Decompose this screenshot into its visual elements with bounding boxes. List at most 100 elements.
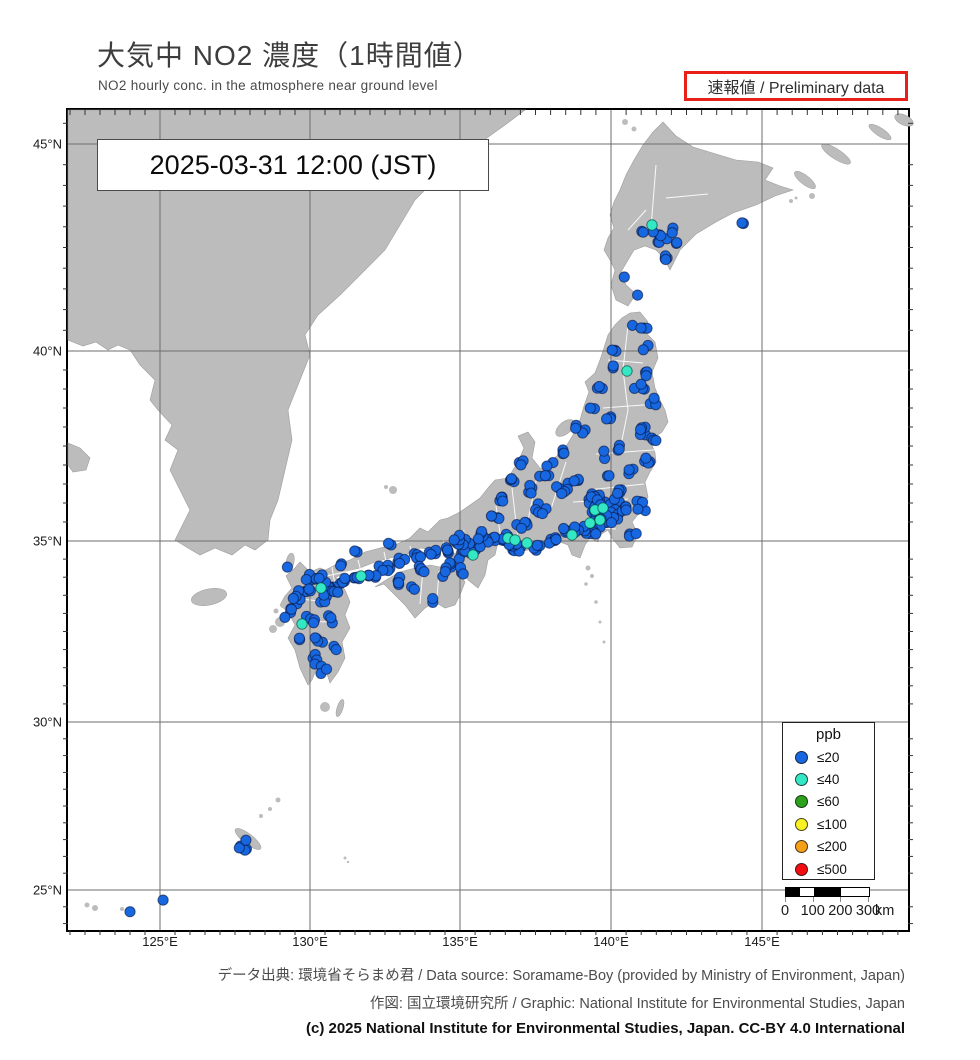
station-dot-le20 <box>441 544 454 556</box>
station-dot-le20 <box>332 586 344 598</box>
lat-tick-label: 30°N <box>32 714 62 730</box>
station-dot-le20 <box>660 253 672 266</box>
islet <box>590 574 594 578</box>
legend-entry-label: ≤60 <box>817 794 840 810</box>
station-dot-le20 <box>418 566 430 578</box>
station-dot-le20 <box>637 226 649 238</box>
station-dot-le40 <box>646 219 658 231</box>
islet <box>594 600 598 604</box>
legend-color-dot <box>795 862 808 876</box>
station-dot-le40 <box>355 570 367 582</box>
islet <box>794 196 798 200</box>
islet <box>268 807 272 811</box>
station-dot-le20 <box>541 460 553 472</box>
islet <box>809 193 815 199</box>
scalebar-segment <box>786 888 800 896</box>
station-dot-le20 <box>539 470 551 482</box>
station-dot-le20 <box>287 592 299 605</box>
station-dot-le20 <box>648 392 660 404</box>
lat-tick-label: 35°N <box>32 533 62 549</box>
lon-tick-label: 135°E <box>442 934 478 949</box>
lon-tick-label: 125°E <box>142 934 178 949</box>
prefecture-border <box>650 164 657 229</box>
legend-title: ppb <box>815 726 842 743</box>
lat-tick-label: 25°N <box>32 882 62 898</box>
legend-entry-label: ≤40 <box>817 772 840 788</box>
islet <box>269 625 277 633</box>
legend-color-dot <box>795 817 808 831</box>
island <box>868 123 892 141</box>
station-dot-le20 <box>623 464 635 476</box>
preliminary-data-badge: 速報値 / Preliminary data <box>684 71 908 101</box>
footer-data-source: データ出典: 環境省そらまめ君 / Data source: Soramame-… <box>217 968 905 984</box>
station-dot-le20 <box>515 459 527 471</box>
station-dot-le20 <box>736 217 748 229</box>
station-dot-le40 <box>566 529 578 541</box>
station-dot-le20 <box>671 237 683 249</box>
station-dot-le20 <box>601 413 613 425</box>
station-dot-le20 <box>635 322 647 334</box>
station-dot-le20 <box>485 510 498 522</box>
page-subtitle: NO2 hourly conc. in the atmosphere near … <box>98 78 438 93</box>
scalebar-tick <box>785 897 786 902</box>
station-dot-le20 <box>632 289 644 301</box>
prefecture-border <box>627 209 647 231</box>
station-dot-le20 <box>605 517 618 529</box>
islet <box>120 907 124 911</box>
lon-tick-label: 130°E <box>292 934 328 949</box>
islet <box>789 199 793 203</box>
island <box>794 170 816 190</box>
map-canvas: 2025-03-31 12:00 (JST) ppb ≤20 ≤40 ≤60 ≤100… <box>63 108 914 935</box>
station-dot-le20 <box>425 548 437 560</box>
station-dot-le20 <box>339 572 351 584</box>
station-dot-le20 <box>320 663 333 675</box>
scalebar-segment <box>799 888 814 896</box>
scalebar-tick-label: 200 <box>828 903 853 919</box>
station-dot-le20 <box>293 632 305 644</box>
islet <box>320 702 330 712</box>
station-dot-le20 <box>584 402 596 414</box>
station-dot-le20 <box>330 644 342 656</box>
legend-entry: ≤20 <box>783 746 874 768</box>
station-dot-le40 <box>296 618 308 630</box>
islet <box>602 640 606 644</box>
scalebar-tick <box>868 897 869 902</box>
station-dot-le40 <box>594 514 606 526</box>
lon-tick-label: 140°E <box>593 934 629 949</box>
station-dot-le20 <box>650 434 662 447</box>
scalebar-bar <box>785 887 870 897</box>
station-dot-le20 <box>630 528 642 540</box>
station-dot-le20 <box>448 534 460 546</box>
station-dot-le20 <box>325 612 337 624</box>
station-dot-le20 <box>531 539 543 551</box>
lon-tick-label: 145°E <box>744 934 780 949</box>
legend-color-dot <box>795 750 808 764</box>
footer-copyright: (c) 2025 National Institute for Environm… <box>305 1020 905 1037</box>
station-dot-le20 <box>393 557 406 569</box>
islet <box>259 814 263 818</box>
station-dot-le20 <box>349 545 361 557</box>
landmass <box>67 109 526 556</box>
station-dot-le20 <box>308 617 320 629</box>
station-dot-le20 <box>634 423 647 436</box>
legend-entry-label: ≤200 <box>817 839 847 855</box>
station-dot-le20 <box>603 470 615 482</box>
station-dot-le40 <box>521 537 533 549</box>
station-dot-le20 <box>408 583 420 595</box>
legend-entry: ≤40 <box>783 768 874 790</box>
legend-box: ppb ≤20 ≤40 ≤60 ≤100 ≤200 ≤500 <box>782 722 875 880</box>
islet <box>622 119 628 125</box>
legend-color-dot <box>795 773 808 787</box>
legend-entry: ≤60 <box>783 791 874 813</box>
island <box>191 588 227 606</box>
station-dot-le20 <box>607 360 619 372</box>
islet <box>631 126 637 132</box>
station-dot-le20 <box>666 227 678 239</box>
station-dot-le20 <box>233 842 245 854</box>
station-dot-le20 <box>620 504 632 516</box>
station-dot-le20 <box>640 370 652 382</box>
japan-map-svg <box>63 109 914 935</box>
station-dot-le20 <box>300 574 312 586</box>
scalebar: 0 100 200 300 km <box>781 885 975 927</box>
